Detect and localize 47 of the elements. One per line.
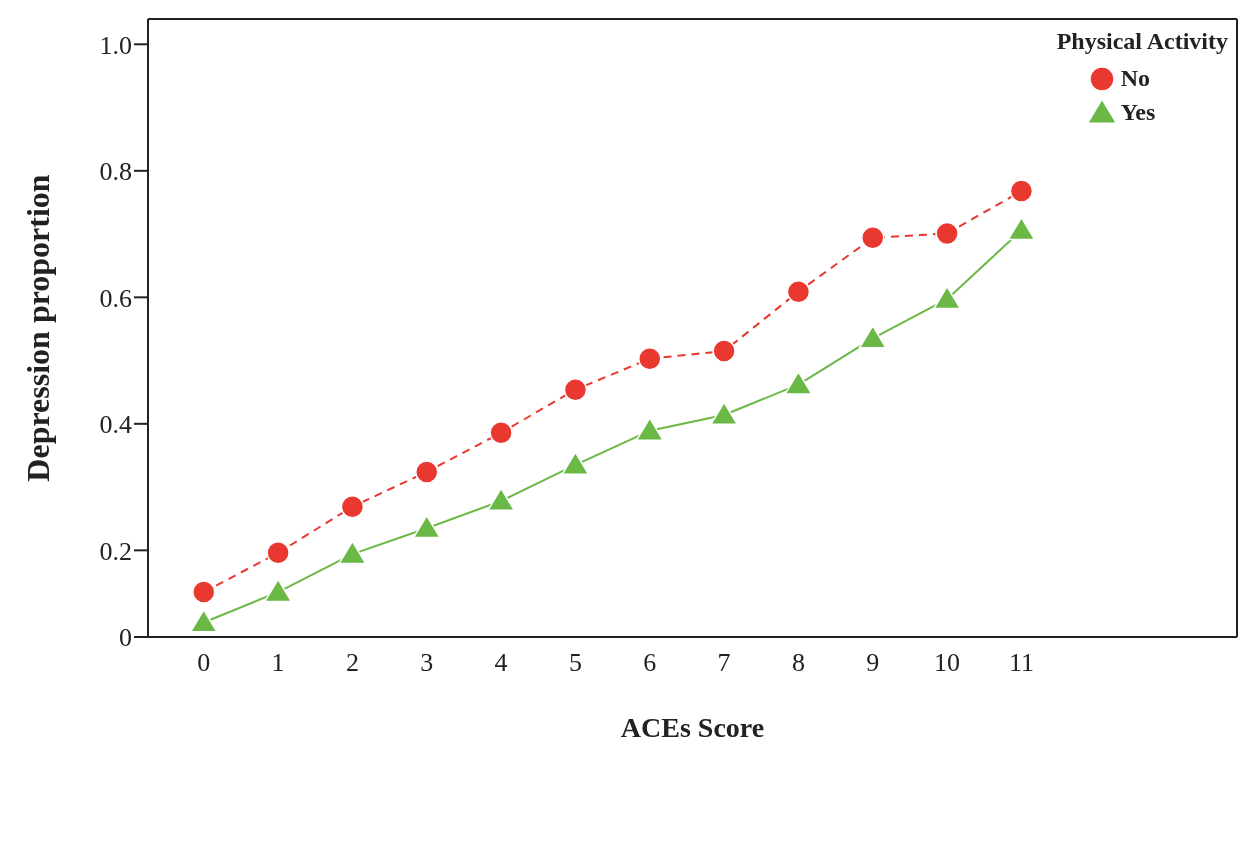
point	[935, 221, 959, 246]
y-tick-label: 0.4	[99, 410, 132, 440]
x-tick-label: 1	[271, 648, 285, 678]
point	[264, 578, 293, 603]
x-tick-label: 9	[866, 648, 880, 678]
point	[189, 609, 218, 633]
point	[489, 420, 513, 445]
point	[192, 580, 216, 604]
point	[933, 285, 962, 310]
point	[561, 451, 590, 476]
y-tick-label: 0.6	[99, 283, 132, 313]
point	[638, 346, 662, 371]
x-tick-label: 5	[568, 648, 582, 678]
point	[858, 325, 887, 349]
point	[1009, 179, 1034, 203]
x-tick-label: 11	[1008, 648, 1034, 678]
point	[415, 460, 439, 484]
point	[861, 226, 885, 250]
legend-title: Physical Activity	[1056, 28, 1228, 55]
x-tick-label: 2	[345, 648, 359, 678]
y-tick-label: 0	[119, 623, 132, 653]
point	[563, 377, 588, 402]
point	[784, 371, 813, 395]
point	[712, 339, 736, 363]
y-tick-label: 0.2	[99, 536, 132, 566]
y-axis-title: Depression proportion	[20, 174, 57, 482]
point	[487, 487, 516, 512]
legend-label: Yes	[1120, 98, 1156, 126]
point	[786, 279, 811, 304]
point	[1007, 216, 1036, 241]
y-tick-label: 1.0	[99, 30, 132, 60]
point	[338, 540, 367, 565]
x-tick-label: 10	[934, 648, 961, 678]
point	[340, 494, 365, 519]
x-tick-label: 8	[791, 648, 805, 678]
point	[710, 401, 739, 426]
x-tick-label: 7	[717, 648, 731, 678]
x-tick-label: 3	[420, 648, 434, 678]
x-tick-label: 4	[494, 648, 508, 678]
x-tick-label: 6	[643, 648, 657, 678]
x-tick-label: 0	[197, 648, 211, 678]
point	[635, 417, 664, 441]
x-axis-title: ACEs Score	[620, 712, 765, 743]
legend-label: No	[1120, 64, 1151, 92]
point	[412, 514, 441, 539]
y-tick-label: 0.8	[99, 157, 132, 187]
point	[266, 541, 290, 565]
